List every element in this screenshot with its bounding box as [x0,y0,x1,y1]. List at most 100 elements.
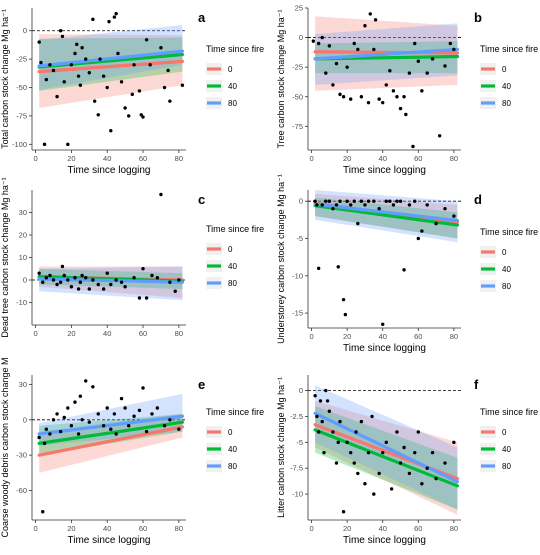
panel-d: 0 20 40 60 80 -15 -10 -5 0 Time since logging Unde… [276,174,538,354]
data-point [313,199,317,203]
data-point [177,278,181,282]
x-tick-label: 20 [343,154,351,163]
panel-b: 0 20 40 60 80 -75 -50 -25 0 25 Time since logging T… [276,4,538,177]
panel-c: 0 20 40 60 80 -10 0 10 20 30 Dead tree carbon stoc… [0,177,264,338]
fit-line-40 [313,428,460,488]
x-tick-label: 0 [33,524,37,533]
data-point [130,92,134,97]
x-axis-label: Time since logging [343,535,426,546]
data-point [162,85,167,90]
data-point [359,95,364,99]
data-point [80,273,84,278]
data-point [62,80,66,84]
data-point [348,97,353,101]
data-point [51,418,56,422]
x-tick-label: 20 [67,524,75,533]
fit-line-40 [313,204,460,227]
y-tick-label: -2.5 [290,412,303,421]
data-point [162,423,167,428]
data-point [159,46,163,50]
data-point [372,47,376,52]
data-point [315,203,319,207]
data-point [443,461,447,465]
data-point [39,60,43,65]
x-tick-label: 80 [175,329,183,338]
panel-letter: d [474,192,482,207]
legend-label-0: 0 [228,245,233,254]
data-point [313,394,317,398]
y-tick-label: -75 [16,111,27,120]
data-point [55,412,59,416]
y-tick-label: -15 [292,309,303,318]
legend-title: Time since fire [480,44,538,54]
data-point [132,63,136,67]
data-point [96,113,100,117]
x-tick-label: 60 [139,154,147,163]
data-point [452,214,456,218]
data-point [105,271,109,275]
data-point [48,63,52,67]
data-point [327,199,332,203]
data-point [430,450,435,455]
data-point [101,74,106,78]
data-point [107,19,111,24]
data-point [144,429,149,434]
data-point [437,134,442,138]
legend-title: Time since fire [206,407,264,417]
x-tick-label: 0 [33,329,37,338]
x-tick-label: 0 [309,332,313,341]
fit-line-40 [37,420,185,445]
data-point [87,420,92,424]
data-point [348,203,353,207]
y-tick-label: -7.5 [290,464,303,473]
data-point [55,94,59,99]
panel-letter: b [474,10,482,25]
x-tick-label: 80 [450,332,458,341]
data-point [144,296,149,300]
data-point [395,199,399,203]
data-point [62,415,66,420]
legend-label-80: 80 [502,99,511,108]
data-point [150,273,154,278]
y-axis-label: Litter carbon stock change Mg ha⁻¹ [276,377,286,518]
data-point [338,199,342,203]
data-point [398,199,403,203]
y-tick-label: -25 [16,55,27,64]
data-point [126,423,131,428]
y-tick-label: 0 [23,276,27,285]
data-point [407,471,412,476]
data-point [91,278,95,282]
data-point [91,17,95,22]
x-tick-label: 60 [414,524,422,533]
data-point [416,430,421,434]
data-point [116,51,120,56]
data-point [356,221,360,226]
legend-title: Time since fire [480,227,538,237]
x-tick-label: 60 [414,332,422,341]
data-point [425,466,429,470]
legend-label-0: 0 [502,248,507,257]
data-point [80,418,84,422]
data-point [180,83,185,87]
ci-band-40 [39,37,183,91]
data-point [168,280,172,284]
data-point [84,57,88,61]
data-point [144,38,149,42]
data-point [452,440,456,445]
data-point [112,15,117,19]
data-point [69,63,74,67]
data-point [37,40,41,44]
data-point [434,476,438,481]
data-point [363,24,367,28]
y-tick-label: -5 [296,438,303,447]
data-point [331,206,335,211]
y-tick-label: 25 [295,4,303,13]
fit-line-80 [313,202,460,223]
data-point [356,471,360,476]
panel-letter: a [198,10,206,25]
data-point [177,427,181,431]
y-axis-label: Coarse woody debris carbon stock change … [0,357,10,537]
data-point [41,280,45,284]
x-tick-label: 40 [103,154,111,163]
